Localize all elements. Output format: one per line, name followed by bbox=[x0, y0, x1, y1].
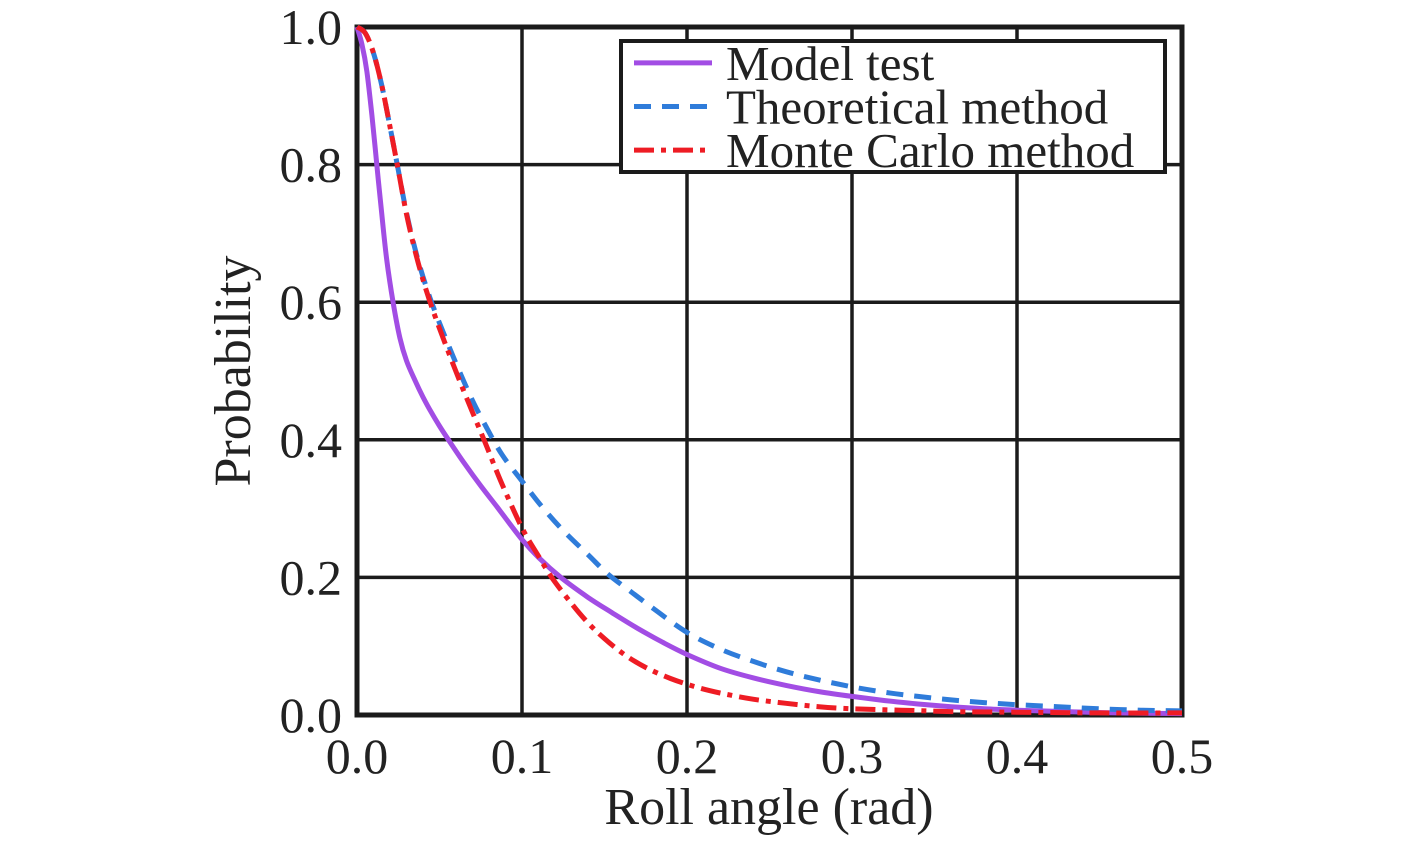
y-axis-label: Probability bbox=[205, 255, 262, 486]
y-tick-label: 0.2 bbox=[280, 549, 343, 605]
legend-label: Model test bbox=[726, 36, 935, 91]
x-tick-label: 0.3 bbox=[821, 728, 884, 784]
y-tick-label: 0.6 bbox=[280, 274, 343, 330]
y-tick-labels: 0.0 0.2 0.4 0.6 0.8 1.0 bbox=[280, 0, 343, 743]
x-tick-label: 0.5 bbox=[1151, 728, 1214, 784]
series-layer bbox=[354, 24, 1183, 717]
x-tick-label: 0.4 bbox=[986, 728, 1049, 784]
x-tick-labels: 0.0 0.1 0.2 0.3 0.4 0.5 bbox=[326, 728, 1214, 784]
y-tick-label: 0.0 bbox=[280, 687, 343, 743]
series-line-monte-carlo-method bbox=[355, 24, 1183, 716]
series-line-theoretical-method bbox=[355, 24, 1183, 714]
legend-label: Monte Carlo method bbox=[726, 123, 1134, 178]
x-tick-label: 0.1 bbox=[491, 728, 554, 784]
y-tick-label: 0.4 bbox=[280, 412, 343, 468]
legend-label: Theoretical method bbox=[726, 80, 1108, 135]
x-axis-label: Roll angle (rad) bbox=[604, 779, 933, 836]
x-tick-label: 0.0 bbox=[326, 728, 389, 784]
plot-border bbox=[354, 24, 1185, 718]
y-tick-label: 0.8 bbox=[280, 137, 343, 193]
x-tick-label: 0.2 bbox=[656, 728, 719, 784]
y-tick-label: 1.0 bbox=[280, 0, 343, 55]
